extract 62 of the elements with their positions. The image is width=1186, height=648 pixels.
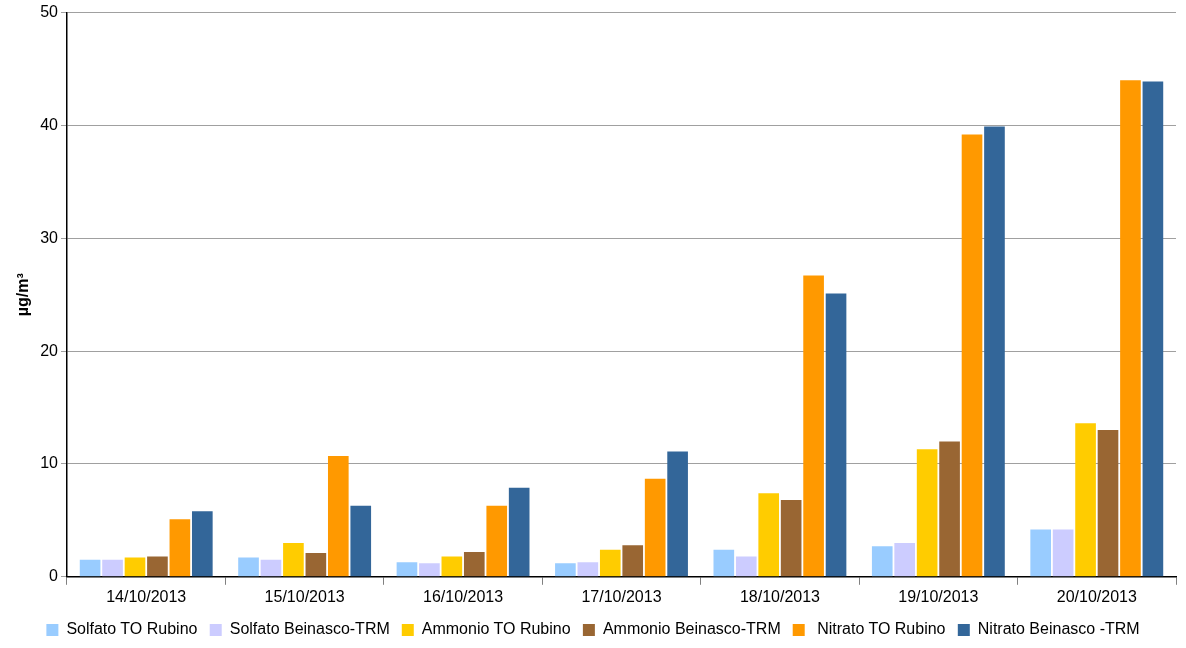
x-tick-label: 16/10/2013: [423, 587, 504, 605]
bar: [780, 500, 802, 577]
bar: [1052, 529, 1074, 577]
bar: [327, 456, 349, 577]
y-tick-label: 50: [40, 3, 59, 21]
bar: [577, 562, 599, 577]
legend-label: Solfato Beinasco-TRM: [229, 620, 390, 638]
bar: [419, 563, 440, 577]
bar: [238, 557, 259, 577]
bar: [1142, 81, 1164, 577]
bar: [486, 505, 508, 577]
bar: [169, 519, 191, 577]
bar: [803, 275, 824, 577]
legend-label: Nitrato Beinasco -TRM: [977, 620, 1140, 638]
bar: [192, 511, 213, 577]
bar: [305, 553, 327, 577]
y-tick-label: 20: [40, 341, 59, 359]
x-tick-label: 14/10/2013: [106, 587, 187, 605]
bar: [1097, 430, 1119, 577]
bar: [508, 487, 530, 577]
x-tick-label: 15/10/2013: [264, 587, 345, 605]
bar: [283, 542, 304, 577]
x-tick-label: 18/10/2013: [739, 587, 821, 605]
y-tick-label: 0: [49, 567, 59, 585]
bar: [894, 542, 916, 577]
y-tick-label: 10: [40, 454, 59, 472]
bar: [260, 559, 282, 577]
bar: [1030, 529, 1051, 577]
bar: [124, 557, 146, 577]
bar: [667, 451, 688, 577]
x-tick-label: 20/10/2013: [1056, 587, 1137, 605]
bar: [102, 559, 123, 577]
bar: [1075, 423, 1096, 577]
bar: [961, 134, 983, 577]
bar: [555, 563, 576, 577]
bar: [825, 293, 847, 577]
y-axis-title: µg/m³: [14, 273, 32, 317]
bar: [350, 505, 372, 577]
bar: [758, 493, 780, 577]
legend-label: Ammonio Beinasco-TRM: [602, 620, 781, 638]
y-tick-label: 40: [40, 115, 59, 133]
y-tick-label: 30: [40, 228, 59, 246]
bar: [599, 549, 621, 577]
legend-label: Nitrato TO Rubino: [812, 620, 946, 638]
bar: [939, 441, 960, 577]
bar: [644, 478, 666, 577]
bar: [713, 549, 735, 577]
bar: [735, 556, 757, 577]
bar: [916, 449, 938, 577]
bar: [441, 556, 463, 577]
bar: [396, 562, 418, 577]
bar: [463, 551, 485, 577]
bar: [984, 126, 1005, 577]
bar: [147, 556, 168, 577]
bar: [79, 559, 101, 577]
x-tick-label: 17/10/2013: [581, 587, 662, 605]
x-tick-label: 19/10/2013: [898, 587, 979, 605]
bar: [622, 545, 644, 577]
bar: [1120, 80, 1141, 577]
bar: [871, 546, 893, 577]
legend-label: Solfato TO Rubino: [66, 620, 198, 638]
legend-label: Ammonio TO Rubino: [421, 620, 571, 638]
